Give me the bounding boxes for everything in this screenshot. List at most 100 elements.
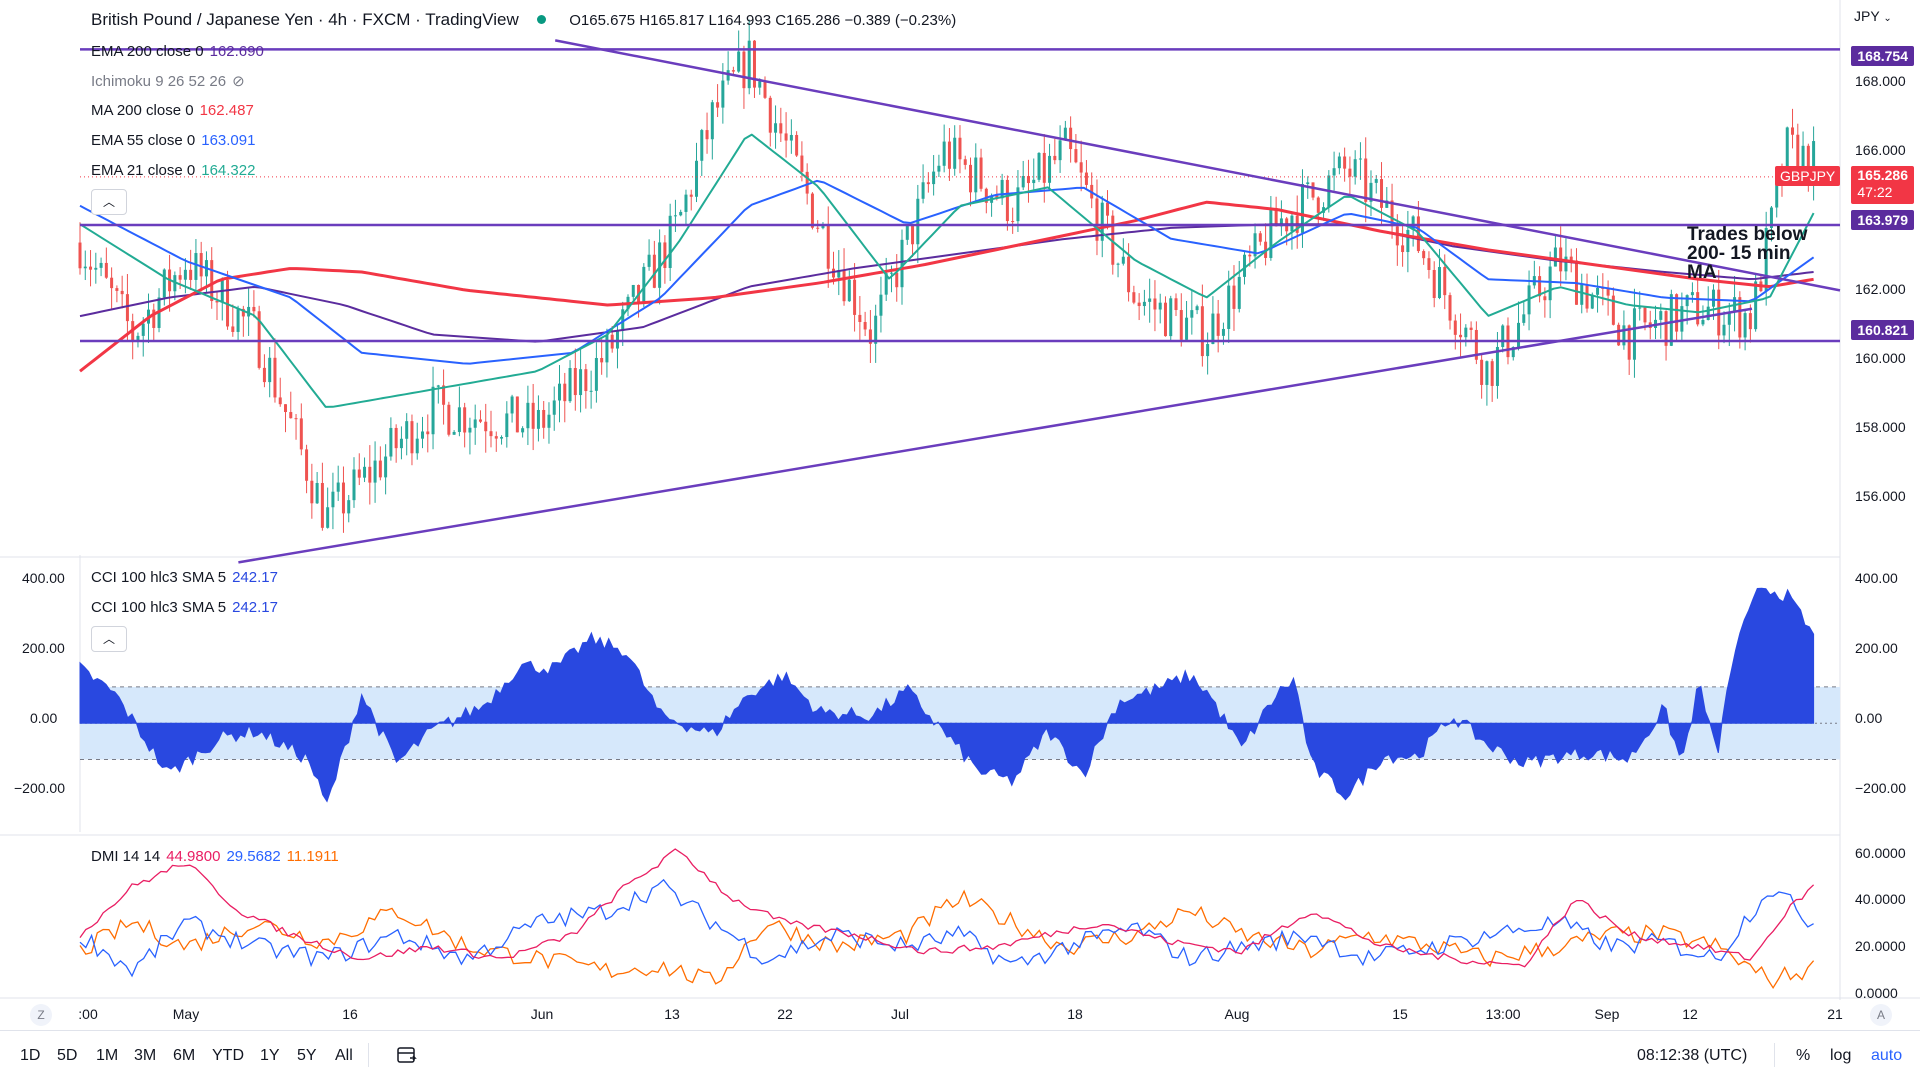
- candle-body: [868, 329, 872, 344]
- candle-body: [104, 262, 108, 278]
- candle-body: [1374, 179, 1378, 183]
- legend-dmi[interactable]: DMI 14 14 44.9800 29.5682 11.1911: [91, 848, 339, 865]
- candle-body: [589, 390, 593, 392]
- candle-body: [510, 396, 514, 414]
- candle-body: [273, 357, 277, 398]
- candle-body: [1053, 155, 1057, 161]
- range-1m[interactable]: 1M: [96, 1047, 119, 1064]
- candle-body: [136, 335, 140, 341]
- y-axis-label: 158.000: [1855, 419, 1906, 435]
- collapse-cci-legend-button[interactable]: ︿: [91, 626, 127, 652]
- cci-area: [79, 587, 1815, 803]
- candle-body: [884, 273, 888, 295]
- range-3m[interactable]: 3M: [134, 1047, 157, 1064]
- legend-cci-2[interactable]: CCI 100 hlc3 SMA 5 242.17: [91, 599, 278, 616]
- candle-body: [1711, 289, 1715, 307]
- candle-body: [716, 102, 720, 108]
- candle-body: [1490, 361, 1494, 386]
- legend-ema55[interactable]: EMA 55 close 0 163.091: [91, 132, 256, 149]
- candle-body: [1279, 218, 1283, 227]
- candle-body: [262, 367, 266, 383]
- candle-body: [1316, 197, 1320, 213]
- candle-body: [1569, 256, 1573, 261]
- price-tag-mid[interactable]: 163.979: [1851, 210, 1914, 230]
- cci-axis-label-right: −200.00: [1855, 780, 1906, 796]
- range-1y[interactable]: 1Y: [260, 1047, 280, 1064]
- candle-body: [1606, 288, 1610, 296]
- candle-body: [1243, 254, 1247, 277]
- range-1d[interactable]: 1D: [20, 1047, 41, 1064]
- log-toggle[interactable]: log: [1830, 1047, 1852, 1064]
- range-6m[interactable]: 6M: [173, 1047, 196, 1064]
- candle-body: [199, 253, 203, 277]
- candle-body: [415, 438, 419, 454]
- candle-body: [531, 402, 535, 429]
- range-all[interactable]: All: [335, 1047, 353, 1064]
- candle-body: [1121, 256, 1125, 264]
- ma200-line: [79, 200, 1814, 373]
- candle-body: [1058, 140, 1062, 161]
- range-5y[interactable]: 5Y: [297, 1047, 317, 1064]
- candlestick-series: [78, 19, 1816, 533]
- candle-body: [231, 326, 235, 332]
- chart-header: British Pound / Japanese Yen · 4h · FXCM…: [91, 10, 956, 30]
- chart-annotation[interactable]: Trades below 200- 15 min MA: [1687, 224, 1808, 283]
- candle-body: [1764, 227, 1768, 292]
- timezone-z-button[interactable]: Z: [30, 1004, 52, 1026]
- candle-body: [558, 383, 562, 401]
- legend-ichimoku[interactable]: Ichimoku 9 26 52 26 ⊘: [91, 73, 245, 90]
- candle-body: [1480, 359, 1484, 385]
- x-axis-label: Jun: [530, 1006, 554, 1022]
- candle-body: [1553, 247, 1557, 267]
- dmi-axis-label: 0.0000: [1855, 985, 1898, 1001]
- candle-body: [1706, 306, 1710, 320]
- date-range-calendar-icon[interactable]: [396, 1045, 418, 1070]
- candle-body: [1179, 310, 1183, 340]
- candle-body: [336, 482, 340, 492]
- legend-ema21[interactable]: EMA 21 close 0 164.322: [91, 162, 256, 179]
- di-plus-line: [79, 878, 1814, 978]
- collapse-legend-button[interactable]: ︿: [91, 189, 127, 215]
- candle-body: [463, 407, 467, 433]
- legend-ema200[interactable]: EMA 200 close 0 162.690: [91, 43, 264, 60]
- range-5d[interactable]: 5D: [57, 1047, 78, 1064]
- candle-body: [521, 428, 525, 433]
- candle-body: [695, 160, 699, 197]
- price-tag-last[interactable]: 165.286 47:22: [1851, 166, 1914, 204]
- symbol-title[interactable]: British Pound / Japanese Yen · 4h · FXCM…: [91, 10, 519, 29]
- legend-ma200[interactable]: MA 200 close 0 162.487: [91, 102, 254, 119]
- candle-body: [1427, 258, 1431, 270]
- symbol-tag: GBPJPY: [1775, 166, 1841, 186]
- x-axis-label: Sep: [1594, 1006, 1620, 1022]
- y-axis-label: 160.000: [1855, 350, 1906, 366]
- candle-body: [1037, 152, 1041, 180]
- range-ytd[interactable]: YTD: [212, 1047, 244, 1064]
- candle-body: [663, 242, 667, 268]
- candle-body: [89, 266, 93, 270]
- clock-readout[interactable]: 08:12:38 (UTC): [1637, 1047, 1748, 1064]
- auto-scale-a-button[interactable]: A: [1870, 1004, 1892, 1026]
- candle-body: [399, 438, 403, 449]
- currency-dropdown[interactable]: JPY ⌄: [1854, 8, 1892, 24]
- candle-body: [1011, 221, 1015, 223]
- price-tag-resistance[interactable]: 168.754: [1851, 46, 1914, 66]
- toolbar-divider: [368, 1043, 369, 1067]
- auto-toggle[interactable]: auto: [1871, 1047, 1903, 1064]
- dmi-axis-label: 20.0000: [1855, 938, 1906, 954]
- candle-body: [1701, 319, 1705, 325]
- candle-body: [779, 123, 783, 134]
- candle-body: [689, 194, 693, 197]
- candle-body: [594, 357, 598, 391]
- cci-axis-label-right: 0.00: [1855, 710, 1883, 726]
- candle-body: [1174, 298, 1178, 311]
- percent-toggle[interactable]: %: [1796, 1047, 1811, 1064]
- legend-cci-1[interactable]: CCI 100 hlc3 SMA 5 242.17: [91, 569, 278, 586]
- price-tag-support[interactable]: 160.821: [1851, 320, 1914, 340]
- cci-axis-label-right: 400.00: [1855, 570, 1898, 586]
- candle-body: [1380, 179, 1384, 208]
- candle-body: [1358, 158, 1362, 160]
- candle-body: [1806, 145, 1810, 183]
- candle-body: [963, 159, 967, 165]
- hidden-eye-icon[interactable]: ⊘: [232, 73, 245, 90]
